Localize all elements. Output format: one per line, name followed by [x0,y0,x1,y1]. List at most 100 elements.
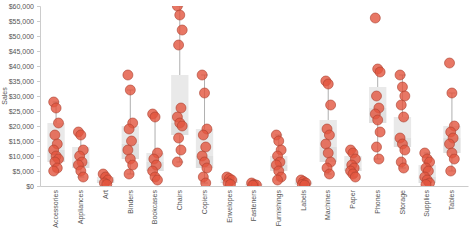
x-tick: Bookcases [151,186,158,224]
point-group [395,70,410,173]
point [175,10,185,20]
box [146,114,163,180]
y-axis-line [37,7,41,187]
point [324,130,334,140]
point [399,112,409,122]
x-tick: Binders [127,186,134,214]
y-tick-label: $35,000 [9,78,34,85]
plot-area [47,6,460,186]
y-tick-mark [37,6,40,7]
x-tick-label: Furnishings [275,190,283,227]
x-tick: Paper [349,186,357,209]
point-group [98,169,113,186]
point [78,172,88,182]
y-tick-label: $5,000 [13,168,35,175]
y-tick-mark [37,36,40,37]
point [125,85,135,95]
y-tick-label: $45,000 [9,48,34,55]
x-tick: Furnishings [275,186,283,226]
point [449,154,459,164]
y-tick-mark [37,171,40,172]
point [53,118,63,128]
point [375,127,385,137]
y-tick-label: $10,000 [9,153,34,160]
y-tick: $10,000 [9,153,40,160]
point [399,163,409,173]
point [323,148,333,158]
x-tick: Phones [374,186,381,214]
point-group [296,175,311,186]
point [374,154,384,164]
chart: $0$5,000$10,000$15,000$20,000$25,000$30,… [0,0,474,234]
y-tick-label: $15,000 [9,138,34,145]
y-tick-mark [37,141,40,142]
point-group [73,127,88,182]
point-group [420,148,435,186]
point [371,91,381,101]
point [128,160,138,170]
y-tick-mark [37,186,40,187]
x-tick-label: Copiers [201,190,209,215]
point [370,13,380,23]
point [326,100,336,110]
y-tick: $35,000 [9,78,40,85]
point [447,88,457,98]
x-tick-label: Appliances [77,190,85,225]
x-tick: Supplies [423,186,431,217]
point [445,139,455,149]
x-tick-label: Labels [300,190,307,211]
point [177,25,187,35]
point-group [346,145,361,182]
point [152,175,162,185]
point [174,40,184,50]
y-axis-title: Sales [1,87,8,105]
y-tick-mark [37,66,40,67]
y-tick: $25,000 [9,108,40,115]
box [47,102,64,171]
point [124,169,134,179]
x-axis: Accessories Appliances Art Binders Bookcases… [41,186,469,228]
y-tick-label: $55,000 [9,18,34,25]
x-tick: Accessories [52,186,59,228]
y-tick-label: $30,000 [9,93,34,100]
point [300,180,310,186]
y-tick-label: $50,000 [9,33,34,40]
box [394,75,411,168]
x-tick-label: Bookcases [151,190,158,225]
point [225,180,235,187]
point [198,130,208,140]
point [124,124,134,134]
point [373,115,383,125]
x-tick: Fasteners [250,186,257,221]
point [176,145,186,155]
y-tick: $55,000 [9,18,40,25]
y-tick: $60,000 [9,3,40,10]
point [400,145,410,155]
y-axis: $0$5,000$10,000$15,000$20,000$25,000$30,… [9,3,41,190]
point [396,100,406,110]
x-tick-label: Art [102,190,109,199]
x-tick: Labels [300,186,307,211]
y-tick-label: $60,000 [9,3,34,10]
y-tick-label: $40,000 [9,63,34,70]
point [350,172,360,182]
y-tick: $50,000 [9,33,40,40]
y-tick: $45,000 [9,48,40,55]
point-group [247,178,262,186]
point [397,82,407,92]
y-tick-mark [37,156,40,157]
y-tick-label: $25,000 [9,108,34,115]
point-group [222,172,237,186]
box [196,75,213,183]
x-axis-line [41,186,469,187]
x-tick-label: Envelopes [226,190,234,223]
point [201,178,211,186]
point-group [123,70,138,179]
point [421,180,431,187]
point [201,142,211,152]
x-tick-label: Accessories [52,190,59,228]
point-group [197,70,212,186]
point [323,79,333,89]
box-upper [171,75,188,123]
x-tick-label: Storage [399,190,407,215]
